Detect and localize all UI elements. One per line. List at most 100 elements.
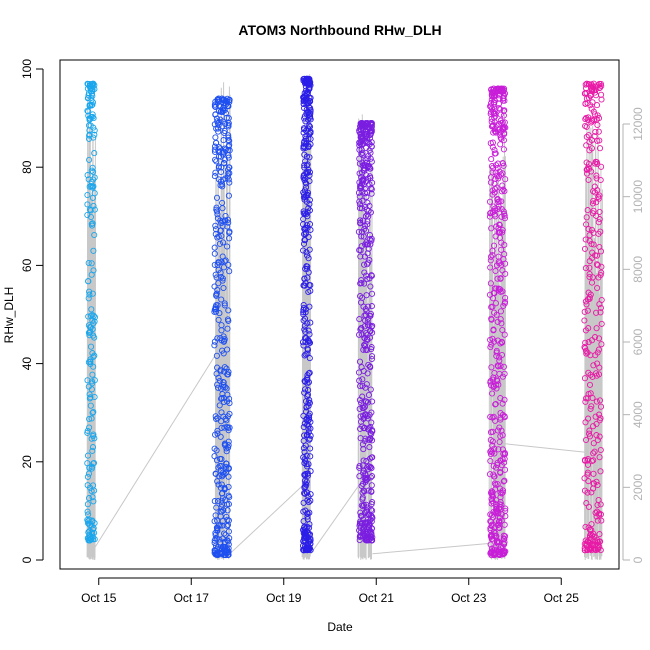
data-point [585,390,592,398]
data-point [215,176,222,183]
data-point [219,218,226,225]
data-point [356,462,363,470]
data-point [85,470,92,477]
data-point [222,442,229,449]
data-point [300,97,307,104]
data-point [368,185,375,192]
y-tick-label: 100 [20,59,34,79]
data-point [593,398,600,405]
data-point [496,438,503,446]
data-point [501,541,508,548]
data-point [500,363,507,370]
data-point [215,316,222,323]
data-point [363,507,370,514]
data-point [494,337,501,344]
data-point [90,408,97,416]
data-point [488,535,495,543]
data-point [222,547,229,555]
data-point [87,88,94,95]
data-point [495,105,502,112]
data-point [361,334,368,341]
data-point [217,108,224,115]
data-point [367,283,374,290]
data-point [585,132,592,139]
data-point [304,513,311,520]
data-point [89,371,96,378]
x-axis-label: Date [327,620,353,634]
data-point [91,334,98,341]
data-point [213,292,220,299]
data-point [85,278,92,285]
data-point [597,304,604,311]
data-point [301,275,308,282]
data-point [493,311,500,318]
data-point [500,162,507,169]
data-point [501,215,508,222]
data-point [88,167,95,174]
data-point [496,354,503,361]
data-point [500,186,507,193]
data-point [369,398,376,405]
data-point [91,352,98,359]
data-point [84,516,91,523]
data-point [595,128,602,135]
data-point [226,410,233,417]
data-point [226,228,233,235]
data-point [306,355,313,362]
data-point [307,468,314,475]
data-point [495,446,502,453]
data-point [305,144,312,151]
data-point [90,267,97,274]
data-point [594,360,601,367]
data-point [366,135,373,142]
data-point [583,500,590,507]
data-point [366,455,374,462]
data-point [597,547,604,554]
data-point [487,103,494,110]
data-point [593,261,600,268]
data-point [587,371,594,378]
data-point [595,195,602,202]
data-point [89,444,97,451]
data-point [500,549,507,556]
data-point [581,544,588,552]
data-point [497,468,504,476]
data-point [356,316,363,323]
data-point [589,532,596,539]
data-point [307,432,314,439]
data-point [359,140,366,147]
data-point [492,87,499,94]
data-point [497,141,504,148]
data-point [304,209,311,216]
data-point [306,521,313,528]
data-point [221,484,228,491]
data-point [488,225,495,232]
data-point [213,204,220,211]
chart-title: ATOM3 Northbound RHw_DLH [238,22,441,38]
data-point [300,518,307,525]
data-point [224,173,231,180]
data-point [596,192,603,199]
data-point [355,228,362,235]
data-point [588,116,596,123]
data-point [368,454,375,461]
data-point [363,519,370,526]
data-point [490,499,497,506]
data-point [301,490,308,497]
data-point [300,210,307,217]
data-point [356,405,363,412]
data-point [212,222,219,229]
data-point [90,176,97,183]
data-point [305,327,312,334]
data-point [594,546,601,553]
data-point [361,269,368,276]
data-point [85,135,93,142]
data-point [357,435,364,442]
data-point [363,501,370,508]
data-point [494,508,501,515]
data-point [586,270,593,278]
data-point [218,296,225,303]
data-point [222,217,229,224]
data-point [589,82,596,89]
data-point [216,402,223,409]
